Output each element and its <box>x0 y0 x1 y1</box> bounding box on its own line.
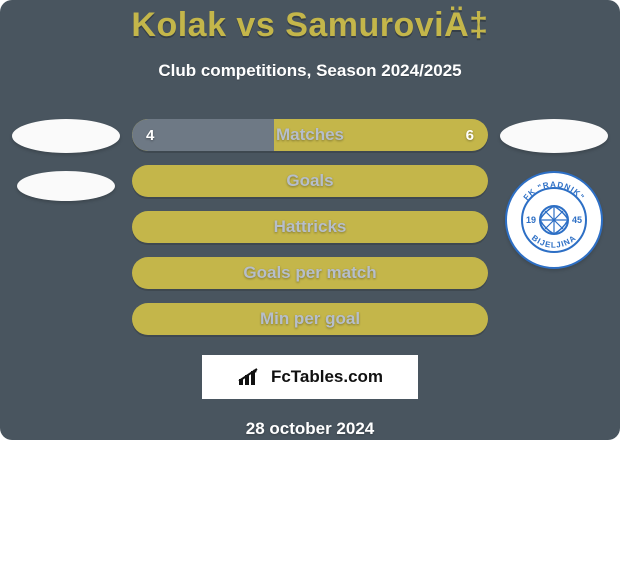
page-title: Kolak vs SamuroviÄ‡ <box>0 6 620 45</box>
stat-bar: Min per goal <box>132 303 488 335</box>
subtitle: Club competitions, Season 2024/2025 <box>0 61 620 81</box>
left-player-placeholder <box>12 119 120 153</box>
comparison-card: Kolak vs SamuroviÄ‡ Club competitions, S… <box>0 0 620 440</box>
left-player-col <box>6 119 126 201</box>
generation-date: 28 october 2024 <box>0 419 620 439</box>
stat-bar-left-value: 4 <box>146 127 154 144</box>
stat-bar: Hattricks <box>132 211 488 243</box>
left-club-placeholder <box>17 171 115 201</box>
attribution: FcTables.com <box>202 355 418 399</box>
right-player-placeholder <box>500 119 608 153</box>
stat-bar: Goals <box>132 165 488 197</box>
right-club-badge: FK "RADNIK" BIJELJINA 19 45 <box>505 171 603 269</box>
page-root: Kolak vs SamuroviÄ‡ Club competitions, S… <box>0 0 620 580</box>
attribution-text: FcTables.com <box>271 367 383 387</box>
stat-bars: Matches 4 6 Goals Hattricks Goals per match Mi… <box>126 119 494 335</box>
stat-bar-label: Hattricks <box>274 217 347 237</box>
stat-bar: Goals per match <box>132 257 488 289</box>
stat-bar-right-value: 6 <box>466 127 474 144</box>
club-badge-svg: FK "RADNIK" BIJELJINA 19 45 <box>505 171 603 269</box>
badge-year-right: 45 <box>572 215 582 225</box>
stat-bar: Matches 4 6 <box>132 119 488 151</box>
content-row: Matches 4 6 Goals Hattricks Goals per match Mi… <box>0 119 620 335</box>
badge-year-left: 19 <box>526 215 536 225</box>
stat-bar-label: Goals per match <box>243 263 376 283</box>
stat-bar-label: Min per goal <box>260 309 360 329</box>
attribution-icon <box>237 367 265 387</box>
right-player-col: FK "RADNIK" BIJELJINA 19 45 <box>494 119 614 269</box>
stat-bar-label: Matches <box>276 125 344 145</box>
stat-bar-label: Goals <box>286 171 333 191</box>
